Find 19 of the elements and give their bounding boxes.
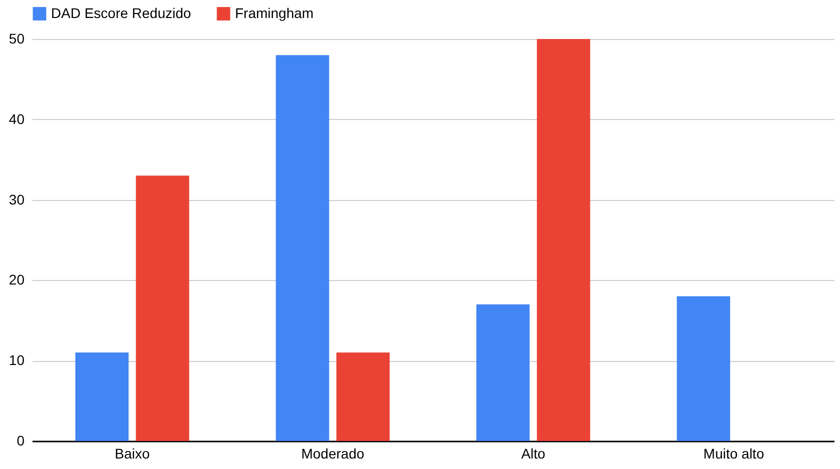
y-tick-label: 0 <box>16 432 25 448</box>
legend-label: DAD Escore Reduzido <box>51 4 192 21</box>
y-tick-label: 40 <box>8 110 25 127</box>
y-tick-label: 30 <box>8 191 25 208</box>
x-tick-label: Alto <box>521 446 546 462</box>
bar <box>536 39 590 441</box>
bar <box>136 176 190 441</box>
legend-label: Framingham <box>235 4 314 21</box>
y-tick-label: 10 <box>8 352 25 368</box>
bar <box>276 55 330 441</box>
x-tick-label: Muito alto <box>703 446 764 462</box>
x-tick-label: Moderado <box>301 446 364 462</box>
bar <box>336 352 390 441</box>
y-tick-label: 20 <box>8 272 25 288</box>
y-tick-label: 50 <box>8 30 25 46</box>
bar <box>476 304 530 441</box>
bar <box>75 352 129 441</box>
x-tick-label: Baixo <box>114 446 150 462</box>
bar <box>676 296 730 441</box>
